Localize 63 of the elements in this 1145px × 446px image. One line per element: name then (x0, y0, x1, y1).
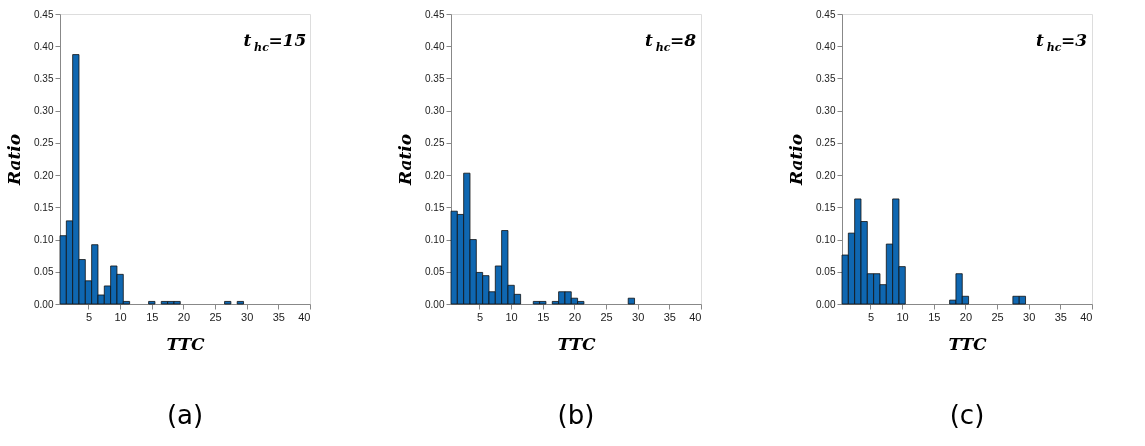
y-tick-label: 0.25 (34, 137, 54, 149)
y-tick-label: 0.05 (816, 266, 836, 278)
y-tick-label: 0.45 (425, 8, 445, 20)
y-tick-label: 0.15 (34, 201, 54, 213)
x-tick-label: 15 (146, 310, 159, 323)
x-tick-label: 15 (537, 310, 550, 323)
x-tick-label: 30 (632, 310, 645, 323)
y-tick-label: 0.10 (816, 234, 836, 246)
y-tick-label: 0.30 (816, 105, 836, 117)
text: (c) (949, 400, 985, 430)
x-tick-label: 20 (568, 310, 582, 323)
y-tick-label: 0.05 (34, 266, 54, 278)
y-tick-label: 0.40 (816, 40, 836, 52)
x-axis-title: TTC (557, 333, 597, 354)
y-tick-label: 0.45 (34, 8, 54, 20)
y-tick-label: 0.25 (816, 137, 836, 149)
y-tick-label: 0.00 (34, 298, 54, 310)
x-tick-label: 35 (272, 310, 285, 323)
y-tick-label: 0.20 (425, 169, 445, 181)
x-axis-title: TTC (166, 333, 206, 354)
x-tick-label: 30 (1023, 310, 1036, 323)
y-tick-label: 0.10 (425, 234, 445, 246)
x-tick-label: 40 (1080, 310, 1093, 323)
x-tick-label: 5 (85, 310, 93, 323)
y-tick-label: 0.40 (34, 40, 54, 52)
y-tick-label: 0.35 (34, 72, 54, 84)
x-tick-label: 25 (600, 310, 613, 323)
y-tick-label: 0.10 (34, 234, 54, 246)
y-tick-label: 0.00 (816, 298, 836, 310)
x-tick-label: 35 (1054, 310, 1067, 323)
x-tick-label: 10 (896, 310, 909, 323)
y-tick-label: 0.15 (816, 201, 836, 213)
y-tick-label: 0.30 (34, 105, 54, 117)
y-tick-label: 0.35 (425, 72, 445, 84)
x-tick-label: 10 (505, 310, 518, 323)
y-tick-label: 0.30 (425, 105, 445, 117)
y-tick-label: 0.45 (816, 8, 836, 20)
x-tick-label: 20 (959, 310, 973, 323)
x-tick-label: 30 (241, 310, 254, 323)
x-tick-label: 40 (298, 310, 311, 323)
y-tick-label: 0.35 (816, 72, 836, 84)
x-tick-label: 40 (689, 310, 702, 323)
y-axis-title: Ratio (4, 133, 25, 187)
x-tick-label: 20 (177, 310, 191, 323)
text: (b) (557, 400, 595, 430)
y-tick-label: 0.25 (425, 137, 445, 149)
y-tick-label: 0.15 (425, 201, 445, 213)
x-tick-label: 25 (209, 310, 222, 323)
x-tick-label: 25 (991, 310, 1004, 323)
text: (a) (166, 400, 204, 430)
y-tick-label: 0.00 (425, 298, 445, 310)
y-axis-title: Ratio (786, 133, 807, 187)
y-tick-label: 0.20 (34, 169, 54, 181)
y-tick-label: 0.40 (425, 40, 445, 52)
x-tick-label: 5 (867, 310, 875, 323)
y-axis-title: Ratio (395, 133, 416, 187)
y-tick-label: 0.20 (816, 169, 836, 181)
x-tick-label: 35 (663, 310, 676, 323)
x-tick-label: 5 (476, 310, 484, 323)
x-tick-label: 10 (114, 310, 127, 323)
x-axis-title: TTC (948, 333, 988, 354)
y-tick-label: 0.05 (425, 266, 445, 278)
x-tick-label: 15 (928, 310, 941, 323)
